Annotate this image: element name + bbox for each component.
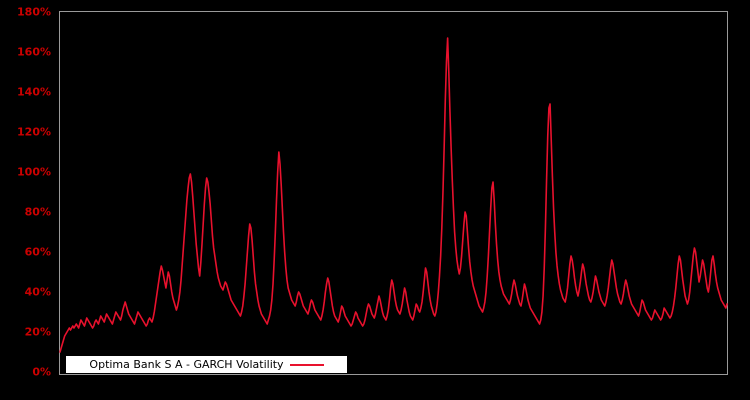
y-tick-label: 140% <box>17 85 51 99</box>
y-axis: 0% 20% 40% 60% 80% 100% 120% 140% 160% 180% <box>0 0 59 400</box>
y-tick-label: 20% <box>24 325 51 339</box>
plot-area <box>59 11 728 375</box>
y-tick-label: 0% <box>32 365 51 379</box>
y-tick-label: 40% <box>24 285 51 299</box>
y-tick-label: 120% <box>17 125 51 139</box>
y-tick-label: 180% <box>17 5 51 19</box>
legend-label: Optima Bank S A - GARCH Volatility <box>89 358 284 371</box>
y-tick-label: 60% <box>24 245 51 259</box>
legend-line-swatch <box>289 363 324 366</box>
y-tick-label: 80% <box>24 205 51 219</box>
legend[interactable]: Optima Bank S A - GARCH Volatility <box>66 356 347 373</box>
y-tick-label: 160% <box>17 45 51 59</box>
y-tick-label: 100% <box>17 165 51 179</box>
